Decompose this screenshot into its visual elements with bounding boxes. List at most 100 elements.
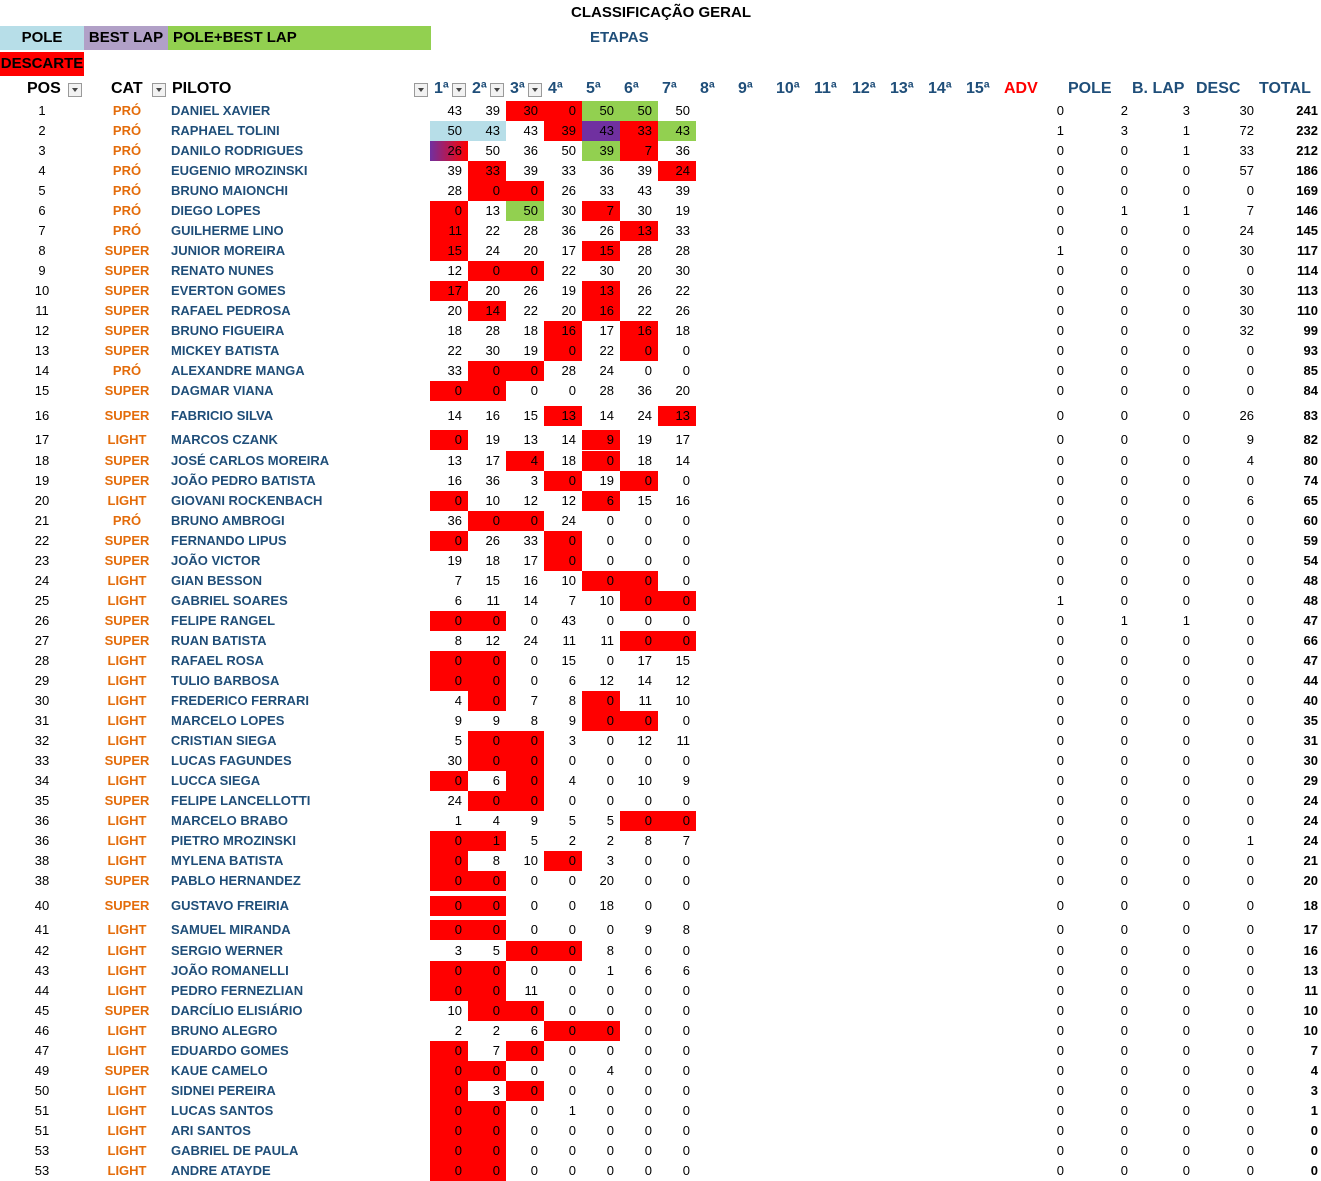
stage-score-cell: 22 [599,343,614,358]
pilot-name-cell: JUNIOR MOREIRA [171,243,286,258]
stage-score-cell: 7 [582,201,620,221]
category-cell: PRÓ [112,223,142,238]
pilot-name-cell: DAGMAR VIANA [171,383,274,398]
discard-points-cell: 7 [1246,203,1254,218]
desc-count-cell: 0 [1182,693,1190,708]
best-lap-count-cell: 0 [1120,713,1128,728]
discard-points-cell: 0 [1246,753,1254,768]
table-row: 11 SUPER RAFAEL PEDROSA 20 14 22 20 16 22 26 0 0 0 30… [0,301,1321,321]
pilot-name-cell: LUCAS SANTOS [171,1103,274,1118]
category-cell: SUPER [104,453,150,468]
header-best-lap: B. LAP [1132,80,1185,97]
stage-score-cell: 0 [430,1101,468,1121]
filter-dropdown-stage-3[interactable] [528,83,542,97]
total-points-cell: 83 [1303,408,1318,423]
discard-points-cell: 6 [1246,493,1254,508]
stage-score-cell: 12 [485,633,500,648]
stage-score-cell: 0 [468,751,506,771]
pilot-name-cell: PEDRO FERNEZLIAN [171,983,304,998]
pole-count-cell: 0 [1056,1163,1064,1178]
table-row: 41 LIGHT SAMUEL MIRANDA 0 0 0 0 0 9 8 0 0 0 0 17 [0,920,1321,940]
stage-score-cell: 17 [485,453,500,468]
pole-count-cell: 0 [1056,733,1064,748]
discard-points-cell: 24 [1239,223,1254,238]
stage-score-cell: 28 [599,383,614,398]
pole-count-cell: 0 [1056,793,1064,808]
desc-count-cell: 0 [1182,493,1190,508]
filter-dropdown-pos[interactable] [68,83,82,97]
pos-cell: 42 [34,943,50,958]
stage-score-cell: 0 [506,361,544,381]
desc-count-cell: 0 [1182,1103,1190,1118]
pos-cell: 24 [34,573,50,588]
stage-score-cell: 33 [523,533,538,548]
stage-score-cell: 15 [430,241,468,261]
desc-count-cell: 0 [1182,573,1190,588]
category-cell: SUPER [104,1003,150,1018]
best-lap-count-cell: 0 [1120,693,1128,708]
pos-cell: 21 [34,513,50,528]
category-cell: PRÓ [112,183,142,198]
stage-score-cell: 0 [682,713,690,728]
filter-dropdown-cat[interactable] [152,83,166,97]
stage-score-cell: 14 [561,432,576,447]
stage-score-cell: 20 [675,383,690,398]
category-cell: LIGHT [107,1043,147,1058]
table-row: 17 LIGHT MARCOS CZANK 0 19 13 14 9 19 17 0 0 0 9 82 [0,430,1321,450]
best-lap-count-cell: 0 [1120,243,1128,258]
pole-count-cell: 0 [1056,713,1064,728]
stage-score-cell: 0 [430,671,468,691]
stage-score-cell: 0 [530,1103,538,1118]
stage-score-cell: 0 [568,898,576,913]
category-cell: LIGHT [107,943,147,958]
desc-count-cell: 0 [1182,1023,1190,1038]
desc-count-cell: 1 [1182,123,1190,138]
desc-count-cell: 0 [1182,303,1190,318]
stage-score-cell: 43 [561,613,576,628]
table-row: 24 LIGHT GIAN BESSON 7 15 16 10 0 0 0 0 0 0 0 48 [0,571,1321,591]
pilot-name-cell: RAPHAEL TOLINI [171,123,280,138]
stage-score-cell: 50 [506,201,544,221]
desc-count-cell: 0 [1182,343,1190,358]
pole-count-cell: 0 [1056,873,1064,888]
desc-count-cell: 0 [1182,1083,1190,1098]
desc-count-cell: 0 [1182,363,1190,378]
stage-score-cell: 1 [568,1103,576,1118]
total-points-cell: 3 [1310,1083,1318,1098]
desc-count-cell: 1 [1182,203,1190,218]
pilot-name-cell: GABRIEL SOARES [171,593,288,608]
pos-cell: 20 [34,493,50,508]
pole-count-cell: 1 [1056,123,1064,138]
category-cell: LIGHT [107,1023,147,1038]
stage-score-cell: 0 [682,1023,690,1038]
filter-dropdown-stage-1[interactable] [452,83,466,97]
stage-score-cell: 24 [637,408,652,423]
pilot-name-cell: SIDNEI PEREIRA [171,1083,276,1098]
pos-cell: 31 [34,713,50,728]
stage-score-cell: 13 [485,203,500,218]
header-stage-10: 10ª [776,80,800,97]
header-adv: ADV [1004,80,1038,97]
category-cell: LIGHT [107,853,147,868]
filter-dropdown-stage-2[interactable] [490,83,504,97]
stage-score-cell: 0 [682,793,690,808]
table-row: 20 LIGHT GIOVANI ROCKENBACH 0 10 12 12 6 15 16 0 0 0… [0,491,1321,511]
discard-points-cell: 0 [1246,1143,1254,1158]
best-lap-count-cell: 0 [1120,573,1128,588]
stage-score-cell: 0 [544,941,582,961]
table-row: 46 LIGHT BRUNO ALEGRO 2 2 6 0 0 0 0 0 0 0 0 10 [0,1021,1321,1041]
stage-score-cell: 5 [492,943,500,958]
filter-dropdown-piloto[interactable] [414,83,428,97]
stage-score-cell: 0 [468,791,506,811]
stage-score-cell: 19 [637,432,652,447]
stage-score-cell: 0 [468,261,506,281]
stage-score-cell: 16 [620,321,658,341]
pole-count-cell: 0 [1056,922,1064,937]
stage-score-cell: 0 [582,1021,620,1041]
category-cell: SUPER [104,1063,150,1078]
category-cell: SUPER [104,243,150,258]
pos-cell: 33 [34,753,50,768]
discard-points-cell: 0 [1246,813,1254,828]
pilot-name-cell: GUSTAVO FREIRIA [171,898,289,913]
desc-count-cell: 0 [1182,323,1190,338]
